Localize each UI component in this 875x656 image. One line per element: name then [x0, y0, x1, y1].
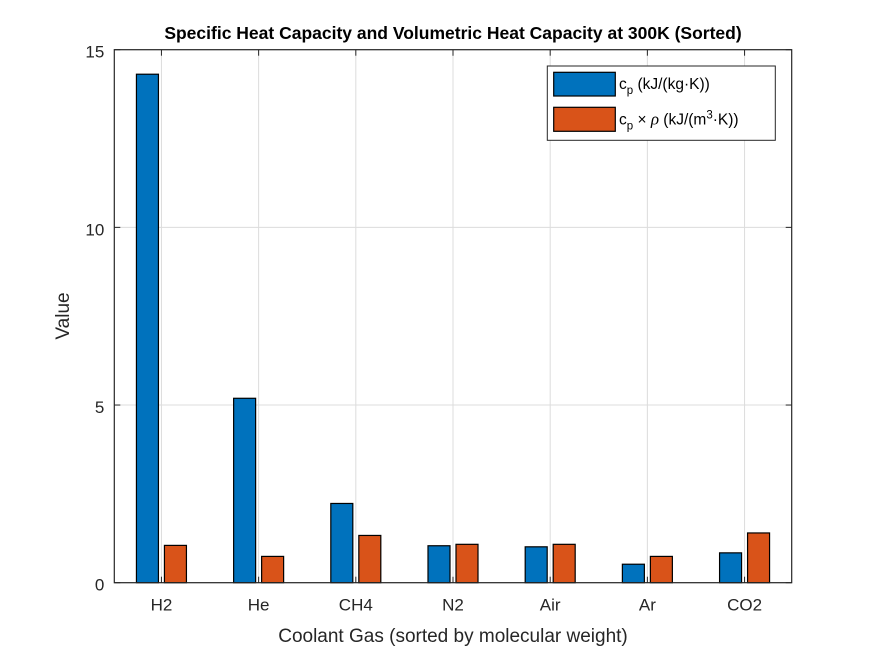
x-tick-label: CH4	[339, 596, 373, 615]
bar-cp-ar	[621, 563, 645, 584]
legend-cprho-units-b: ·K))	[713, 112, 739, 129]
bar-cp-he	[233, 397, 257, 584]
x-axis-label: Coolant Gas (sorted by molecular weight)	[278, 626, 628, 647]
legend-swatch-cp-rho	[553, 106, 616, 132]
x-tick-label: Ar	[639, 596, 656, 615]
x-tick-label: CO2	[727, 596, 762, 615]
bar-cp-co2	[718, 552, 743, 584]
bar-cp-n2	[427, 545, 451, 584]
legend-cp-main: c	[619, 76, 627, 93]
bar-cp-air	[524, 546, 548, 584]
legend-cprho-sup: 3	[706, 110, 712, 122]
legend-cprho-units-a: (kJ/(m	[659, 112, 706, 129]
bar-cp-rho-co2	[746, 532, 771, 584]
y-tick-label: 10	[85, 220, 104, 239]
chart-title: Specific Heat Capacity and Volumetric He…	[164, 23, 741, 43]
tick-labels: H2 He CH4 N2 Air Ar CO2 0 5 10 15	[85, 43, 762, 615]
legend-swatch-cp	[553, 71, 616, 97]
legend-entry-cp: cp (kJ/(kg·K))	[619, 76, 710, 97]
bar-cp-rho-ar	[649, 555, 673, 584]
x-tick-label: N2	[442, 596, 464, 615]
x-tick-label: Air	[540, 596, 561, 615]
legend-entry-cp-rho: cp × ρ (kJ/(m3·K))	[619, 110, 739, 133]
y-tick-label: 15	[85, 43, 104, 62]
bar-cp-rho-ch4	[358, 534, 382, 584]
bar-cp-rho-h2	[163, 544, 188, 584]
y-axis-label: Value	[53, 292, 74, 339]
x-tick-label: He	[248, 596, 270, 615]
legend-cp-sub: p	[627, 85, 633, 97]
legend-cprho-sub: p	[627, 121, 633, 133]
legend-cprho-main: c	[619, 112, 627, 129]
y-tick-label: 5	[95, 398, 104, 417]
axes	[113, 49, 793, 584]
bar-cp-rho-n2	[455, 543, 479, 584]
bar-cp-ch4	[330, 502, 354, 584]
x-tick-label: H2	[151, 596, 173, 615]
legend-cp-units: (kJ/(kg·K))	[633, 76, 710, 93]
bar-cp-rho-he	[261, 555, 285, 584]
bar-cp-h2	[135, 73, 160, 584]
y-tick-label: 0	[95, 576, 104, 595]
bar-cp-rho-air	[552, 543, 576, 584]
legend: cp (kJ/(kg·K)) cp × ρ (kJ/(m3·K))	[546, 65, 776, 141]
legend-cprho-times: ×	[633, 112, 651, 129]
legend-cprho-rho: ρ	[650, 110, 659, 129]
